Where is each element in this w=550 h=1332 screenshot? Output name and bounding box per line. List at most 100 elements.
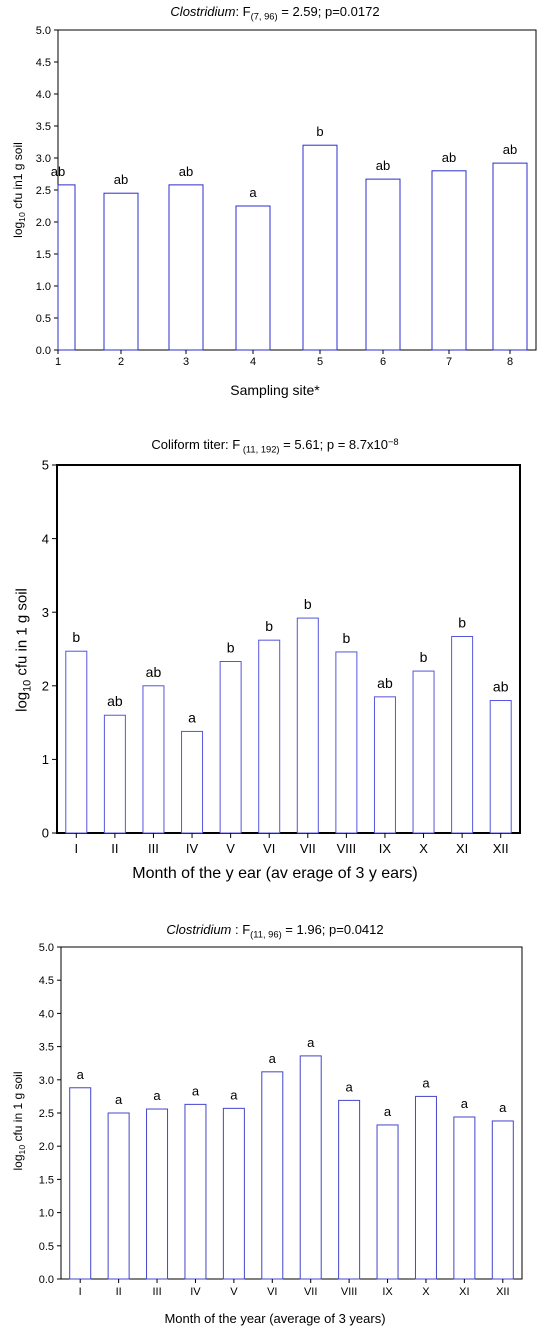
x-tick-label: VIII [337, 841, 357, 856]
bar [376, 1124, 399, 1280]
y-tick-label: 1.0 [36, 281, 51, 293]
group-letter-label: b [458, 614, 466, 630]
y-tick-label: 2 [42, 678, 49, 693]
chart-panel-clostridium-months: Clostridium : F(11, 96) = 1.96; p=0.0412… [0, 915, 550, 1332]
title-stat-label: : F [231, 922, 251, 937]
x-tick-label: 8 [507, 356, 513, 368]
x-tick-label: VI [263, 841, 275, 856]
group-letter-label: a [384, 1104, 392, 1119]
ylabel-prefix: log [13, 691, 31, 712]
group-letter-label: a [153, 1088, 161, 1103]
y-tick-label: 3.0 [39, 1075, 54, 1087]
group-letter-label: b [316, 124, 323, 139]
y-tick-label: 0.5 [36, 313, 51, 325]
ylabel-suffix: cfu in1 g soil [11, 142, 25, 213]
bar [373, 696, 396, 834]
group-letter-label: ab [146, 664, 162, 680]
bar [181, 730, 204, 834]
y-tick-label: 5.0 [39, 942, 54, 954]
x-tick-label: VII [300, 841, 316, 856]
title-df: (7, 96) [250, 11, 278, 22]
x-tick-label: 2 [118, 356, 124, 368]
x-tick-label: V [230, 1286, 238, 1298]
x-tick-label: VI [267, 1286, 277, 1298]
chart-title: Clostridium : F(11, 96) = 1.96; p=0.0412 [0, 922, 550, 939]
x-tick-label: IV [190, 1286, 201, 1298]
chart-panel-coliform-months: Coliform titer: F (11, 192) = 5.61; p = … [0, 430, 550, 890]
bar [103, 714, 126, 834]
plot-frame [56, 464, 521, 834]
group-letter-label: a [499, 1100, 507, 1115]
x-tick-label: XII [493, 841, 509, 856]
x-tick-label: IX [379, 841, 392, 856]
group-letter-label: a [192, 1083, 200, 1098]
y-tick-label: 0.0 [39, 1274, 54, 1286]
y-tick-label: 3.0 [36, 153, 51, 165]
group-letter-label: a [77, 1067, 85, 1082]
bar [302, 144, 338, 351]
bar [103, 192, 139, 351]
bar [491, 1120, 514, 1280]
bar [492, 162, 528, 351]
ylabel-sub: 10 [21, 679, 34, 692]
group-letter-label: ab [377, 675, 393, 691]
group-letter-label: ab [503, 142, 517, 157]
x-tick-label: XI [459, 1286, 469, 1298]
x-tick-label: X [422, 1286, 430, 1298]
y-axis-label: log10 cfu in 1 g soil [11, 1072, 27, 1171]
y-tick-label: 3.5 [36, 121, 51, 133]
x-tick-label: III [148, 841, 159, 856]
ylabel-sub: 10 [17, 212, 28, 222]
group-letter-label: b [304, 596, 312, 612]
group-letter-label: ab [107, 693, 123, 709]
bar [296, 617, 319, 834]
group-letter-label: ab [114, 172, 128, 187]
group-letter-label: a [422, 1075, 430, 1090]
x-tick-label: II [116, 1286, 122, 1298]
y-tick-label: 0.0 [36, 345, 51, 357]
chart-svg-2: 0 1 2 3 4 5 b Iab II ab III a IV b Vb VI b VII b VIII ab IX b X… [42, 458, 521, 856]
group-letter-label: a [115, 1092, 123, 1107]
ylabel-prefix: log [11, 221, 25, 238]
title-stat-value: = 2.59; p=0.0172 [277, 4, 380, 19]
x-tick-label: 1 [55, 356, 61, 368]
bar [414, 1095, 437, 1280]
x-tick-label: IV [186, 841, 199, 856]
group-letter-label: b [227, 640, 235, 656]
y-tick-label: 0.5 [39, 1241, 54, 1253]
y-tick-label: 4.5 [39, 975, 54, 987]
bar [219, 661, 242, 834]
y-tick-label: 1 [42, 752, 49, 767]
title-stat-label: : F [235, 4, 251, 19]
chart-svg-1: 0.00.51.01.52.02.53.03.54.04.55.0ab1ab2a… [36, 25, 537, 368]
bar [453, 1116, 476, 1280]
y-tick-label: 3 [42, 605, 49, 620]
bar [69, 1087, 92, 1280]
title-exponent: −8 [387, 436, 399, 447]
x-axis-label: Month of the year (average of 3 years) [164, 1311, 386, 1326]
group-letter-label: a [269, 1051, 277, 1066]
title-stat-label: Coliform titer: F [151, 437, 241, 452]
bar [146, 1108, 169, 1280]
x-tick-label: I [74, 841, 78, 856]
group-letter-label: b [420, 649, 428, 665]
bar [261, 1071, 284, 1280]
y-tick-label: 4.5 [36, 57, 51, 69]
y-tick-label: 1.5 [36, 249, 51, 261]
group-letter-label: a [249, 185, 257, 200]
y-tick-label: 4.0 [36, 89, 51, 101]
group-letter-label: a [188, 709, 196, 725]
x-tick-label: VIII [341, 1286, 358, 1298]
bar [451, 635, 474, 834]
group-letter-label: ab [493, 679, 509, 695]
title-stat-value: = 5.61; p = 8.7x10 [279, 437, 388, 452]
bar [222, 1107, 245, 1280]
chart-svg-3: 0.0 0.5 1.0 1.5 2.0 2.5 3.0 3.5 4.0 4.5 5.0 a Ia II a I… [39, 942, 523, 1298]
bar [107, 1112, 130, 1280]
group-letter-label: a [230, 1087, 238, 1102]
x-tick-label: III [152, 1286, 161, 1298]
bar [365, 178, 401, 351]
chart-title: Coliform titer: F (11, 192) = 5.61; p = … [0, 436, 550, 454]
x-axis-label: Sampling site* [230, 382, 320, 398]
x-tick-label: XII [496, 1286, 509, 1298]
